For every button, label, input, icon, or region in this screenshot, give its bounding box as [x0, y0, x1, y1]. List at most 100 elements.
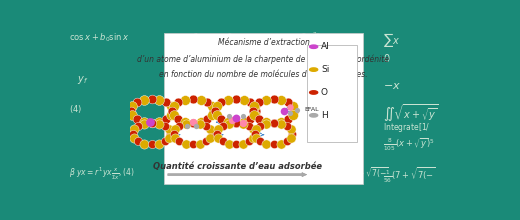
Point: [134, 139, 142, 143]
Text: en fonction du nombre de molécules d’eau adsorbées.: en fonction du nombre de molécules d’eau…: [159, 70, 368, 79]
Point: [250, 114, 258, 117]
Point: [252, 136, 261, 139]
Point: [224, 98, 232, 102]
Point: [147, 121, 155, 125]
Circle shape: [309, 68, 318, 71]
Text: $(4)$: $(4)$: [69, 103, 82, 115]
Point: [192, 125, 201, 128]
Point: [181, 98, 189, 102]
Point: [290, 109, 298, 113]
Text: $y_f$: $y_f$: [77, 74, 88, 86]
Text: H: H: [321, 111, 328, 120]
Point: [288, 132, 296, 135]
Text: $=\frac{n-2n}{n}$: $=\frac{n-2n}{n}$: [291, 31, 321, 46]
Point: [162, 117, 170, 121]
Point: [189, 121, 197, 125]
Text: $\beta\ yx=r^1\frac{1}{56}(7+\sqrt{7(-}$: $\beta\ yx=r^1\frac{1}{56}(7+\sqrt{7(-}$: [307, 165, 388, 183]
Circle shape: [309, 45, 318, 48]
Text: $\sum Y_{t-1}$: $\sum Y_{t-1}$: [287, 48, 319, 66]
Point: [262, 142, 270, 145]
Point: [250, 104, 258, 108]
Text: $G^2(\varepsilon)=S^5(\varepsilon)$: $G^2(\varepsilon)=S^5(\varepsilon)$: [186, 31, 244, 45]
Point: [197, 120, 205, 124]
Point: [228, 118, 237, 122]
Point: [155, 120, 164, 124]
Point: [239, 142, 247, 145]
Point: [256, 124, 264, 128]
Point: [168, 109, 176, 113]
Point: [189, 121, 197, 124]
Point: [255, 117, 263, 121]
Point: [171, 136, 179, 139]
Point: [181, 120, 189, 124]
Point: [202, 124, 210, 128]
Point: [196, 122, 204, 125]
Point: [217, 117, 225, 121]
Point: [218, 139, 227, 143]
Point: [139, 98, 148, 102]
Point: [207, 132, 216, 135]
Point: [189, 121, 197, 125]
Point: [189, 97, 197, 101]
Point: [246, 101, 255, 104]
Text: O: O: [321, 88, 328, 97]
Text: $0$: $0$: [383, 52, 391, 64]
Point: [252, 109, 261, 113]
Point: [285, 105, 294, 108]
Text: $\sum Y_t$: $\sum Y_t$: [198, 48, 218, 66]
Point: [175, 139, 184, 143]
Point: [284, 101, 292, 104]
Point: [128, 132, 137, 135]
Point: [251, 132, 259, 135]
Text: $\sum x$: $\sum x$: [383, 31, 400, 50]
Point: [147, 97, 155, 101]
Point: [277, 142, 285, 145]
Point: [249, 128, 257, 131]
Point: [154, 122, 163, 125]
Point: [155, 98, 164, 102]
Point: [240, 98, 248, 102]
Text: EFAL: EFAL: [304, 107, 319, 112]
Point: [133, 117, 141, 121]
Point: [189, 143, 197, 146]
Point: [249, 109, 257, 113]
Point: [225, 142, 233, 145]
Point: [283, 124, 291, 128]
Point: [161, 124, 169, 128]
Point: [170, 104, 178, 108]
Point: [181, 142, 190, 145]
Point: [287, 136, 295, 139]
Point: [166, 104, 175, 108]
Point: [232, 97, 240, 101]
Point: [269, 143, 278, 146]
Point: [154, 142, 163, 145]
Point: [214, 128, 223, 131]
Point: [218, 124, 227, 128]
Point: [170, 132, 178, 135]
Point: [166, 114, 175, 117]
Point: [183, 125, 191, 128]
Point: [232, 121, 240, 125]
Point: [140, 122, 149, 125]
Point: [283, 139, 291, 143]
Point: [209, 109, 217, 113]
Point: [251, 132, 259, 135]
Point: [170, 114, 178, 117]
Point: [127, 109, 135, 113]
Point: [277, 122, 285, 125]
Text: $-x$: $-x$: [383, 81, 401, 91]
Point: [293, 108, 301, 112]
Point: [174, 101, 183, 104]
Point: [147, 143, 155, 146]
Point: [211, 109, 219, 113]
Point: [269, 121, 278, 125]
Text: $\iint\sqrt{x+\sqrt{y}}$: $\iint\sqrt{x+\sqrt{y}}$: [383, 103, 439, 124]
Point: [262, 122, 270, 125]
Bar: [307, 45, 357, 142]
Point: [203, 101, 212, 104]
Point: [251, 114, 259, 117]
Point: [285, 111, 294, 115]
Point: [206, 128, 214, 131]
Point: [239, 121, 247, 125]
Point: [165, 136, 173, 139]
